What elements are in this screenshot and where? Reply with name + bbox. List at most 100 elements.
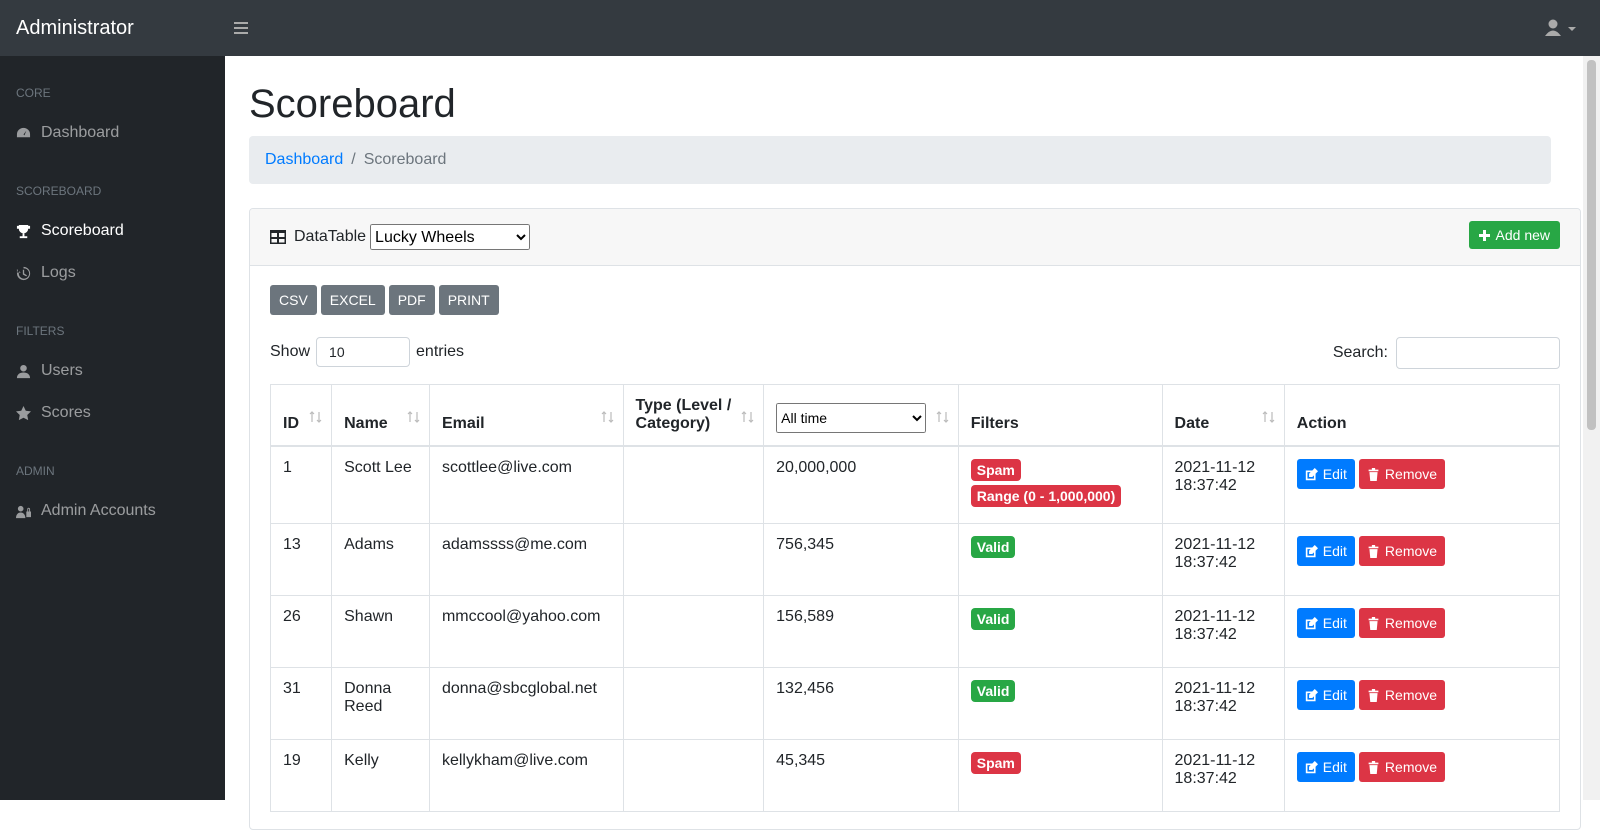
sidebar: CORE Dashboard SCOREBOARD Scoreboard Logs FIL… — [0, 56, 225, 800]
scrollbar[interactable] — [1583, 56, 1600, 800]
edit-button[interactable]: Edit — [1296, 752, 1355, 782]
cell-score: 156,589 — [763, 595, 959, 668]
trash-icon — [1368, 688, 1379, 702]
length-select[interactable]: 10 — [316, 337, 411, 367]
column-header[interactable]: Date — [1161, 384, 1285, 447]
filter-badge: Valid — [970, 680, 1016, 702]
sidebar-icon — [16, 364, 31, 378]
cell-email: donna@sbcglobal.net — [428, 667, 624, 740]
sidebar-item[interactable]: Dashboard — [0, 112, 225, 154]
filter-badge: Spam — [970, 459, 1021, 481]
sidebar-label: Dashboard — [41, 124, 120, 141]
cell-id: 13 — [269, 523, 333, 596]
cell-type — [622, 595, 765, 668]
remove-button[interactable]: Remove — [1358, 680, 1446, 710]
cell-name: Donna Reed — [331, 667, 430, 740]
sidebar-heading: SCOREBOARD — [16, 184, 102, 198]
remove-label: Remove — [1384, 759, 1438, 775]
search-input[interactable] — [1396, 337, 1560, 369]
cell-action: Edit Remove — [1283, 667, 1561, 740]
edit-button[interactable]: Edit — [1296, 459, 1355, 489]
edit-icon — [1305, 688, 1318, 701]
sidebar-item[interactable]: Scores — [0, 392, 225, 434]
column-label: Date — [1174, 415, 1210, 432]
export-button[interactable]: EXCEL — [320, 285, 385, 315]
cell-type — [622, 667, 765, 740]
cell-score: 45,345 — [763, 739, 959, 812]
trash-icon — [1368, 760, 1379, 774]
page-title: Scoreboard — [249, 82, 456, 126]
breadcrumb-link[interactable]: Dashboard — [265, 151, 344, 168]
edit-label: Edit — [1322, 543, 1347, 559]
column-header[interactable]: All time — [763, 384, 959, 447]
cell-id: 19 — [269, 739, 333, 812]
sidebar-item[interactable]: Users — [0, 350, 225, 392]
cell-type — [622, 523, 765, 596]
cell-action: Edit Remove — [1283, 523, 1561, 596]
remove-button[interactable]: Remove — [1358, 536, 1446, 566]
remove-label: Remove — [1384, 615, 1438, 631]
remove-button[interactable]: Remove — [1358, 608, 1446, 638]
cell-filters: Spam — [957, 739, 1163, 812]
sort-icon[interactable] — [1262, 411, 1276, 423]
column-label: Name — [344, 415, 388, 432]
table-row: 19 Kelly kellykham@live.com 45,345 Spam 2021-… — [269, 739, 1561, 812]
plus-icon — [1478, 229, 1490, 241]
column-header[interactable]: ID — [269, 384, 333, 447]
export-button[interactable]: CSV — [270, 285, 317, 315]
sidebar-label: Scoreboard — [41, 222, 124, 239]
trash-icon — [1368, 544, 1379, 558]
table-row: 31 Donna Reed donna@sbcglobal.net 132,456 Va… — [269, 667, 1561, 740]
cell-email: adamssss@me.com — [428, 523, 624, 596]
sidebar-heading: ADMIN — [16, 464, 55, 478]
column-header[interactable]: Name — [331, 384, 430, 447]
sidebar-label: Users — [41, 362, 83, 379]
cell-email: scottlee@live.com — [428, 445, 624, 524]
sidebar-heading: CORE — [16, 86, 51, 100]
cell-type — [622, 739, 765, 812]
edit-button[interactable]: Edit — [1296, 536, 1355, 566]
export-button[interactable]: PRINT — [438, 285, 499, 315]
length-value: 10 — [329, 344, 345, 360]
sidebar-item[interactable]: Scoreboard — [0, 210, 225, 252]
scrollbar-thumb[interactable] — [1587, 60, 1596, 430]
export-buttons: CSV EXCEL PDF PRINT — [270, 285, 499, 315]
edit-button[interactable]: Edit — [1296, 680, 1355, 710]
sort-icon[interactable] — [309, 411, 323, 423]
filter-badge: Spam — [970, 752, 1021, 774]
sidebar-item[interactable]: Admin Accounts — [0, 490, 225, 532]
edit-icon — [1305, 467, 1318, 480]
game-select[interactable]: Lucky Wheels — [370, 224, 531, 250]
cell-name: Shawn — [331, 595, 430, 668]
trash-icon — [1368, 467, 1379, 481]
sort-icon[interactable] — [741, 411, 755, 423]
user-menu[interactable] — [1545, 19, 1577, 37]
cell-date: 2021-11-12 18:37:42 — [1161, 595, 1285, 668]
remove-button[interactable]: Remove — [1358, 459, 1446, 489]
brand[interactable]: Administrator — [16, 17, 134, 39]
sidebar-item[interactable]: Logs — [0, 252, 225, 294]
edit-button[interactable]: Edit — [1296, 608, 1355, 638]
cell-id: 31 — [269, 667, 333, 740]
menu-toggle[interactable] — [234, 21, 248, 35]
add-new-label: Add new — [1495, 227, 1550, 243]
table-icon — [270, 230, 286, 244]
column-header[interactable]: Type (Level / Category) — [622, 384, 765, 447]
add-new-button[interactable]: Add new — [1468, 221, 1560, 249]
cell-score: 132,456 — [763, 667, 959, 740]
sort-icon[interactable] — [601, 411, 615, 423]
period-select[interactable]: All time — [776, 403, 927, 433]
sidebar-icon — [16, 505, 31, 518]
remove-button[interactable]: Remove — [1358, 752, 1446, 782]
column-header[interactable]: Email — [428, 384, 624, 447]
sidebar-icon — [16, 224, 31, 238]
edit-icon — [1305, 544, 1318, 557]
table-body: 1 Scott Lee scottlee@live.com 20,000,000 Spa… — [269, 445, 1561, 812]
cell-filters: Spam Range (0 - 1,000,000) — [957, 445, 1163, 524]
sort-icon[interactable] — [407, 411, 421, 423]
sort-icon[interactable] — [936, 411, 950, 423]
export-button[interactable]: PDF — [388, 285, 435, 315]
breadcrumb: Dashboard / Scoreboard — [249, 136, 1551, 184]
cell-score: 20,000,000 — [763, 445, 959, 524]
